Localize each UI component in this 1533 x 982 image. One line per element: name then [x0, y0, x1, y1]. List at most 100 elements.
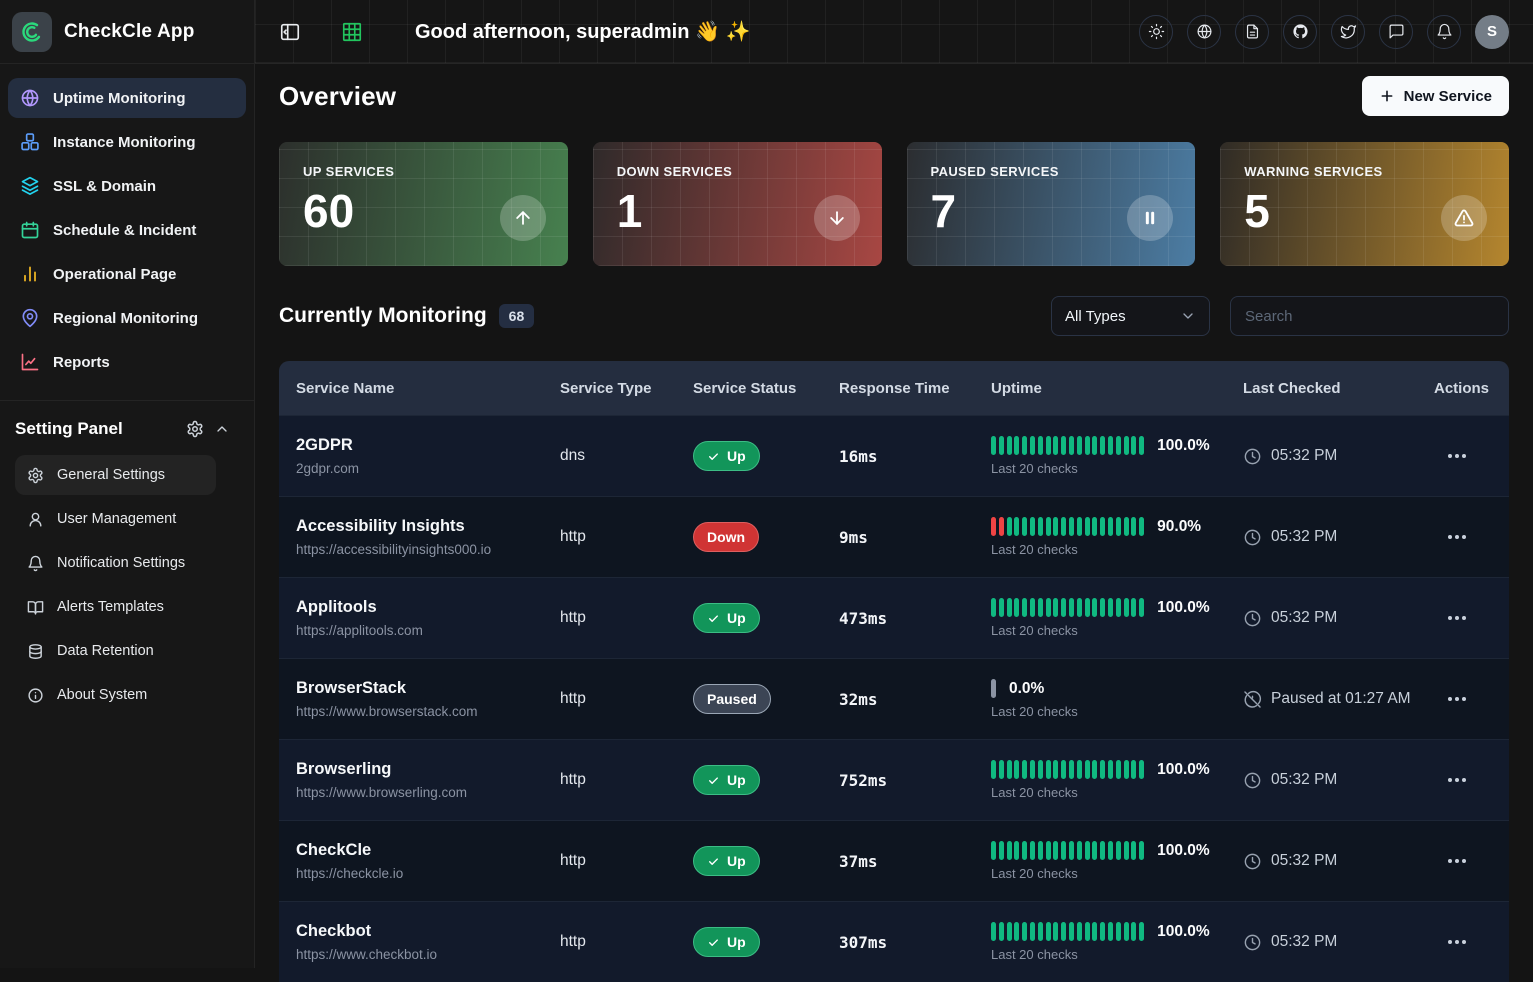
- monitoring-title: Currently Monitoring: [279, 304, 487, 328]
- row-actions-button[interactable]: [1434, 696, 1472, 702]
- settings-item-label: Alerts Templates: [57, 599, 164, 615]
- sidebar-item-uptime-monitoring[interactable]: Uptime Monitoring: [8, 78, 246, 118]
- github-icon: [1292, 23, 1309, 40]
- settings-item-notification-settings[interactable]: Notification Settings: [15, 543, 216, 583]
- uptime-percent: 0.0%: [1009, 680, 1044, 698]
- row-actions-button[interactable]: [1434, 534, 1472, 540]
- uptime-cell: 90.0%Last 20 checks: [991, 517, 1243, 557]
- stat-card-label: PAUSED SERVICES: [931, 164, 1172, 179]
- uptime-bars: [991, 517, 1144, 536]
- sidebar-item-reports[interactable]: Reports: [8, 342, 246, 382]
- uptime-bars: [991, 922, 1144, 941]
- sidebar-item-label: Reports: [53, 354, 110, 371]
- book-open-icon: [27, 599, 44, 616]
- twitter-button[interactable]: [1331, 15, 1365, 49]
- last-checked-cell: 05:32 PM: [1243, 771, 1434, 790]
- service-name: Checkbot: [296, 922, 560, 941]
- sidebar-item-label: Operational Page: [53, 266, 176, 283]
- table-row[interactable]: BrowserStack https://www.browserstack.com…: [279, 658, 1509, 739]
- settings-item-general-settings[interactable]: General Settings: [15, 455, 216, 495]
- uptime-checks-label: Last 20 checks: [991, 704, 1243, 719]
- language-button[interactable]: [1187, 15, 1221, 49]
- last-checked-cell: 05:32 PM: [1243, 447, 1434, 466]
- new-service-button[interactable]: New Service: [1362, 76, 1509, 116]
- row-actions-button[interactable]: [1434, 858, 1472, 864]
- sidebar-item-operational-page[interactable]: Operational Page: [8, 254, 246, 294]
- service-status-cell: Up: [693, 603, 839, 633]
- feedback-button[interactable]: [1379, 15, 1413, 49]
- service-name: Applitools: [296, 598, 560, 617]
- pause-icon: [1140, 208, 1160, 228]
- gear-icon: [27, 467, 44, 484]
- last-checked-cell: 05:32 PM: [1243, 528, 1434, 547]
- theme-toggle-button[interactable]: [1139, 15, 1173, 49]
- globe-icon: [20, 88, 40, 108]
- grid-menu-button[interactable]: [341, 21, 363, 43]
- uptime-checks-label: Last 20 checks: [991, 623, 1243, 638]
- docs-button[interactable]: [1235, 15, 1269, 49]
- service-url: https://www.browserstack.com: [296, 704, 560, 719]
- database-icon: [27, 643, 44, 660]
- status-label: Down: [707, 529, 745, 545]
- actions-cell: [1434, 939, 1509, 945]
- notifications-button[interactable]: [1427, 15, 1461, 49]
- type-filter-select[interactable]: All Types: [1051, 296, 1210, 336]
- row-actions-button[interactable]: [1434, 777, 1472, 783]
- row-actions-button[interactable]: [1434, 615, 1472, 621]
- uptime-checks-label: Last 20 checks: [991, 542, 1243, 557]
- sidebar-item-regional-monitoring[interactable]: Regional Monitoring: [8, 298, 246, 338]
- service-name: 2GDPR: [296, 436, 560, 455]
- sidebar-item-instance-monitoring[interactable]: Instance Monitoring: [8, 122, 246, 162]
- layers-icon: [20, 176, 40, 196]
- last-checked-cell: 05:32 PM: [1243, 933, 1434, 952]
- last-checked-text: 05:32 PM: [1271, 852, 1337, 870]
- service-name: BrowserStack: [296, 679, 560, 698]
- user-avatar[interactable]: S: [1475, 15, 1509, 49]
- sidebar-item-schedule-incident[interactable]: Schedule & Incident: [8, 210, 246, 250]
- user-icon: [27, 511, 44, 528]
- column-header-service-type: Service Type: [560, 380, 693, 397]
- row-actions-button[interactable]: [1434, 939, 1472, 945]
- service-name: Browserling: [296, 760, 560, 779]
- sidebar-item-ssl-domain[interactable]: SSL & Domain: [8, 166, 246, 206]
- sidebar-item-label: Regional Monitoring: [53, 310, 198, 327]
- settings-panel-header[interactable]: Setting Panel: [0, 419, 254, 439]
- service-status-cell: Up: [693, 846, 839, 876]
- type-filter-value: All Types: [1065, 308, 1126, 325]
- last-checked-text: Paused at 01:27 AM: [1271, 690, 1411, 708]
- uptime-checks-label: Last 20 checks: [991, 785, 1243, 800]
- search-input[interactable]: [1230, 296, 1509, 336]
- response-time: 16ms: [839, 447, 991, 466]
- top-bar-actions: S: [1139, 15, 1509, 49]
- status-label: Paused: [707, 691, 757, 707]
- settings-item-data-retention[interactable]: Data Retention: [15, 631, 216, 671]
- service-url: https://accessibilityinsights000.io: [296, 542, 560, 557]
- stat-card-icon-circle: [814, 195, 860, 241]
- settings-item-user-management[interactable]: User Management: [15, 499, 216, 539]
- check-icon: [707, 612, 720, 625]
- service-type: http: [560, 933, 693, 951]
- sidebar-header: CheckCle App: [0, 0, 254, 64]
- column-header-uptime: Uptime: [991, 380, 1243, 397]
- github-button[interactable]: [1283, 15, 1317, 49]
- settings-item-about-system[interactable]: About System: [15, 675, 216, 715]
- last-checked-cell: Paused at 01:27 AM: [1243, 690, 1434, 709]
- check-icon: [707, 450, 720, 463]
- row-actions-button[interactable]: [1434, 453, 1472, 459]
- twitter-icon: [1340, 23, 1357, 40]
- settings-item-alerts-templates[interactable]: Alerts Templates: [15, 587, 216, 627]
- sidebar-collapse-button[interactable]: [279, 21, 301, 43]
- clock-icon: [1243, 933, 1262, 952]
